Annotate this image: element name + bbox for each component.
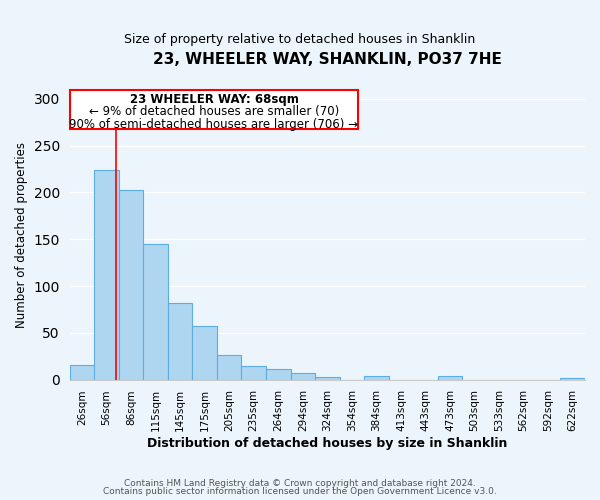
FancyBboxPatch shape bbox=[70, 90, 358, 128]
Title: 23, WHEELER WAY, SHANKLIN, PO37 7HE: 23, WHEELER WAY, SHANKLIN, PO37 7HE bbox=[153, 52, 502, 68]
Bar bbox=[168, 303, 193, 380]
Bar bbox=[119, 190, 143, 380]
Y-axis label: Number of detached properties: Number of detached properties bbox=[15, 142, 28, 328]
Bar bbox=[217, 356, 241, 380]
X-axis label: Distribution of detached houses by size in Shanklin: Distribution of detached houses by size … bbox=[147, 437, 508, 450]
Bar bbox=[94, 170, 119, 380]
Bar bbox=[143, 244, 168, 380]
Text: Contains HM Land Registry data © Crown copyright and database right 2024.: Contains HM Land Registry data © Crown c… bbox=[124, 478, 476, 488]
Bar bbox=[364, 376, 389, 380]
Text: Contains public sector information licensed under the Open Government Licence v3: Contains public sector information licen… bbox=[103, 488, 497, 496]
Text: 23 WHEELER WAY: 68sqm: 23 WHEELER WAY: 68sqm bbox=[130, 93, 298, 106]
Text: 90% of semi-detached houses are larger (706) →: 90% of semi-detached houses are larger (… bbox=[70, 118, 358, 131]
Text: Size of property relative to detached houses in Shanklin: Size of property relative to detached ho… bbox=[124, 32, 476, 46]
Bar bbox=[290, 373, 315, 380]
Bar bbox=[193, 326, 217, 380]
Bar bbox=[266, 370, 290, 380]
Text: ← 9% of detached houses are smaller (70): ← 9% of detached houses are smaller (70) bbox=[89, 106, 339, 118]
Bar bbox=[241, 366, 266, 380]
Bar bbox=[438, 376, 462, 380]
Bar bbox=[315, 377, 340, 380]
Bar bbox=[560, 378, 585, 380]
Bar bbox=[70, 364, 94, 380]
